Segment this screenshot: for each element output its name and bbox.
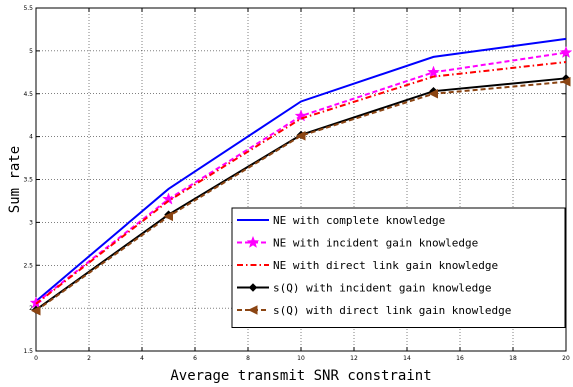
y-tick-label: 2.5 xyxy=(23,262,33,269)
x-tick-label: 18 xyxy=(509,355,517,362)
y-axis-label: Sum rate xyxy=(7,146,23,213)
legend: NE with complete knowledge NE with incide… xyxy=(231,207,566,328)
x-tick-label: 12 xyxy=(350,355,358,362)
series-lines xyxy=(29,37,573,316)
legend-label: NE with incident gain knowledge xyxy=(273,237,478,250)
x-tick-label: 20 xyxy=(562,355,570,362)
data-point-star xyxy=(559,45,573,59)
y-tick-label: 1.5 xyxy=(23,348,33,355)
axis-ticks: 0 2 4 6 8 10 12 14 16 18 20 1.5 2 2.5 3 3.5 4 4.5 5 5.5 xyxy=(23,5,570,362)
data-point-triangle xyxy=(428,88,438,99)
data-point-triangle xyxy=(30,305,41,316)
y-tick-label: 5 xyxy=(29,48,33,55)
legend-label: s(Q) with incident gain knowledge xyxy=(273,282,492,295)
series-line xyxy=(35,37,567,303)
x-tick-label: 6 xyxy=(193,355,197,362)
y-tick-label: 3.5 xyxy=(23,177,33,184)
series-line xyxy=(35,80,567,312)
series-1 xyxy=(35,37,567,303)
series-line xyxy=(35,61,567,305)
y-tick-label: 5.5 xyxy=(23,5,33,12)
data-point-star xyxy=(294,109,308,122)
y-tick-label: 4.5 xyxy=(23,91,33,98)
x-tick-label: 16 xyxy=(456,355,464,362)
x-tick-label: 14 xyxy=(403,355,411,362)
legend-label: s(Q) with direct link gain knowledge xyxy=(273,304,511,317)
y-tick-label: 4 xyxy=(29,134,33,141)
series-5 xyxy=(30,76,571,316)
x-tick-label: 2 xyxy=(87,355,91,362)
legend-label: NE with direct link gain knowledge xyxy=(273,259,498,272)
x-tick-label: 10 xyxy=(297,355,305,362)
y-tick-label: 3 xyxy=(29,219,33,226)
legend-label: NE with complete knowledge xyxy=(273,214,445,227)
data-point-star xyxy=(246,235,260,248)
x-tick-label: 4 xyxy=(140,355,144,362)
data-point-diamond xyxy=(248,283,258,292)
data-point-star xyxy=(427,65,440,78)
data-point-triangle xyxy=(560,76,571,87)
y-tick-label: 2 xyxy=(29,305,33,312)
x-tick-label: 0 xyxy=(34,355,38,362)
series-3 xyxy=(35,61,567,305)
data-point-triangle xyxy=(247,305,258,315)
data-point-triangle xyxy=(163,211,173,222)
x-axis-label: Average transmit SNR constraint xyxy=(170,368,431,384)
legend-box xyxy=(231,207,566,328)
x-tick-label: 8 xyxy=(246,355,250,362)
data-point-triangle xyxy=(295,130,306,141)
